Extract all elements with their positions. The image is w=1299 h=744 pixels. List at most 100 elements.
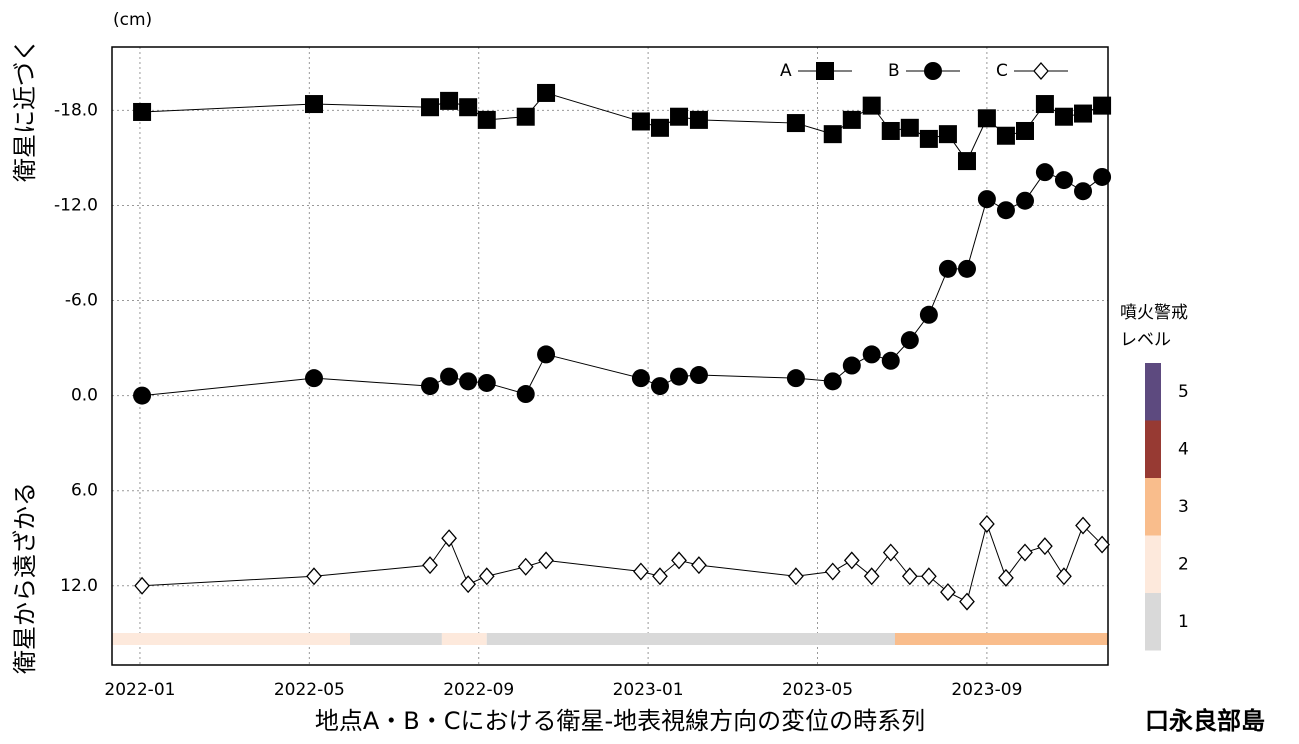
marker-circle — [650, 377, 669, 396]
marker-square — [1054, 107, 1073, 126]
marker-square — [957, 152, 976, 171]
x-tick-label: 2022-05 — [274, 680, 345, 700]
y-label-bottom: 衛星から遠ざかる — [11, 482, 39, 674]
alert-legend-title: 噴火警戒 — [1120, 303, 1188, 323]
marker-diamond — [1056, 567, 1072, 586]
marker-diamond — [691, 556, 707, 575]
marker-square — [516, 107, 535, 126]
marker-diamond — [921, 567, 937, 586]
series-line — [142, 92, 1103, 163]
marker-square — [440, 91, 459, 110]
marker-diamond — [517, 557, 534, 576]
x-tick-label: 2023-01 — [613, 680, 684, 700]
marker-circle — [786, 369, 805, 388]
alert-legend-swatch — [1145, 363, 1161, 421]
marker-circle — [689, 366, 708, 385]
marker-diamond — [134, 576, 150, 595]
marker-circle — [1016, 191, 1034, 210]
marker-diamond — [460, 575, 477, 594]
marker-square — [919, 129, 938, 148]
marker-square — [477, 110, 496, 129]
x-tick-label: 2023-05 — [782, 680, 853, 700]
marker-circle — [862, 345, 881, 364]
marker-diamond — [422, 556, 438, 575]
series-line — [142, 522, 1103, 603]
marker-diamond — [788, 567, 804, 586]
marker-diamond — [998, 568, 1014, 587]
x-tick-label: 2023-09 — [951, 680, 1022, 700]
marker-diamond — [1075, 516, 1091, 535]
marker-circle — [823, 372, 842, 391]
y-tick-label: -12.0 — [54, 195, 98, 215]
marker-diamond — [863, 567, 880, 586]
marker-circle — [133, 386, 152, 405]
alert-segment — [112, 633, 350, 645]
marker-circle — [421, 377, 440, 396]
marker-circle — [900, 331, 919, 350]
marker-circle — [440, 367, 459, 386]
legend-marker — [816, 62, 834, 80]
x-tick-label: 2022-01 — [104, 680, 175, 700]
marker-diamond — [478, 567, 495, 586]
alert-segment — [441, 633, 487, 645]
legend-marker — [1033, 62, 1049, 80]
marker-square — [842, 110, 861, 129]
alert-legend-label: 1 — [1178, 612, 1189, 632]
y-tick-label: -6.0 — [65, 291, 98, 311]
legend-label: A — [780, 61, 792, 81]
marker-circle — [938, 259, 957, 278]
marker-square — [1093, 96, 1112, 115]
marker-circle — [842, 356, 861, 375]
marker-diamond — [1017, 543, 1033, 562]
series-line — [142, 171, 1103, 397]
y-tick-label: -18.0 — [54, 100, 98, 120]
plot-frame — [111, 46, 1109, 666]
marker-square — [670, 107, 689, 126]
alert-legend-swatch — [1145, 593, 1161, 651]
marker-diamond — [843, 551, 860, 570]
marker-circle — [631, 369, 650, 388]
marker-square — [881, 121, 900, 140]
marker-circle — [1093, 167, 1112, 186]
marker-square — [900, 118, 919, 137]
y-tick-label: 12.0 — [60, 576, 98, 596]
marker-diamond — [979, 514, 995, 533]
legend-marker — [924, 62, 942, 80]
marker-diamond — [633, 562, 649, 581]
marker-diamond — [306, 567, 322, 586]
alert-segment — [349, 633, 442, 645]
marker-square — [977, 109, 996, 128]
marker-circle — [516, 385, 535, 404]
alert-legend-swatch — [1145, 535, 1161, 593]
marker-diamond — [538, 551, 554, 570]
marker-diamond — [901, 567, 918, 586]
marker-diamond — [441, 529, 457, 548]
marker-circle — [919, 305, 938, 324]
marker-square — [786, 114, 805, 133]
marker-diamond — [671, 551, 687, 570]
marker-square — [823, 125, 842, 144]
alert-legend-title: レベル — [1120, 330, 1171, 350]
marker-square — [459, 98, 478, 117]
marker-square — [133, 102, 152, 121]
marker-square — [1074, 104, 1093, 123]
marker-diamond — [882, 543, 899, 562]
alert-legend-swatch — [1145, 478, 1161, 536]
marker-circle — [304, 369, 323, 388]
alert-legend-label: 4 — [1178, 440, 1189, 460]
marker-circle — [996, 201, 1015, 220]
y-tick-label: 0.0 — [71, 386, 98, 406]
corner-label: 口永良部島 — [1145, 707, 1265, 735]
marker-circle — [1054, 171, 1073, 190]
marker-circle — [1035, 163, 1054, 182]
marker-square — [537, 83, 556, 102]
marker-diamond — [1094, 535, 1110, 554]
unit-label: (cm) — [113, 10, 152, 30]
alert-segment — [894, 633, 1108, 645]
marker-diamond — [940, 583, 956, 602]
y-tick-label: 6.0 — [71, 481, 98, 501]
marker-circle — [1074, 182, 1093, 201]
legend-label: C — [996, 61, 1008, 81]
chart-title: 地点A・B・Cにおける衛星-地表視線方向の変位の時系列 — [315, 707, 925, 735]
